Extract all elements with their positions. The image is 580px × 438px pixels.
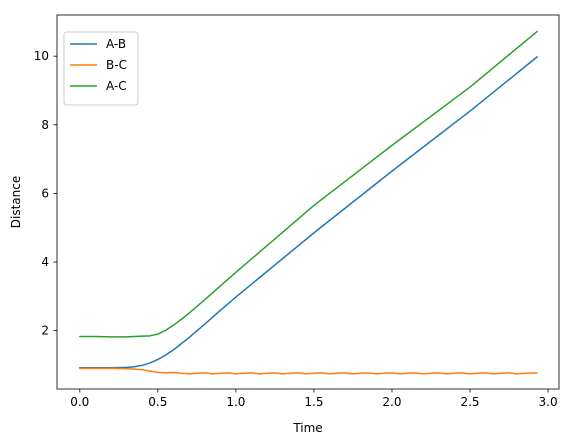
series-line-a-b: [79, 56, 538, 369]
y-tick-label: 8: [41, 118, 49, 132]
axes-layer: 0.0 0.5 1.0 1.5 2.0 2.5 3.0 2 4 6 8 10 Time Distance: [9, 14, 560, 435]
series-line-b-c: [79, 367, 538, 375]
legend-label-b-c: B-C: [106, 58, 127, 72]
y-tick-label: 6: [41, 186, 49, 200]
x-tick-label: 0.0: [70, 395, 89, 409]
series-layer: [79, 30, 538, 375]
x-axis-label: Time: [292, 421, 322, 435]
x-tick-label: 3.0: [539, 395, 558, 409]
plot-area: [57, 15, 559, 389]
y-axis-label: Distance: [9, 176, 23, 228]
legend: A-B B-C A-C: [63, 31, 139, 106]
y-tick-label: 2: [41, 324, 49, 338]
x-tick-label: 1.0: [226, 395, 245, 409]
y-tick-label: 10: [34, 49, 49, 63]
legend-label-a-b: A-B: [106, 37, 126, 51]
y-tick-label: 4: [41, 255, 49, 269]
x-tick-label: 0.5: [148, 395, 167, 409]
legend-label-a-c: A-C: [106, 79, 127, 93]
x-tick-label: 2.0: [382, 395, 401, 409]
axes-frame: [56, 14, 560, 390]
series-line-a-c: [79, 30, 538, 338]
x-tick-label: 1.5: [304, 395, 323, 409]
x-tick-label: 2.5: [460, 395, 479, 409]
